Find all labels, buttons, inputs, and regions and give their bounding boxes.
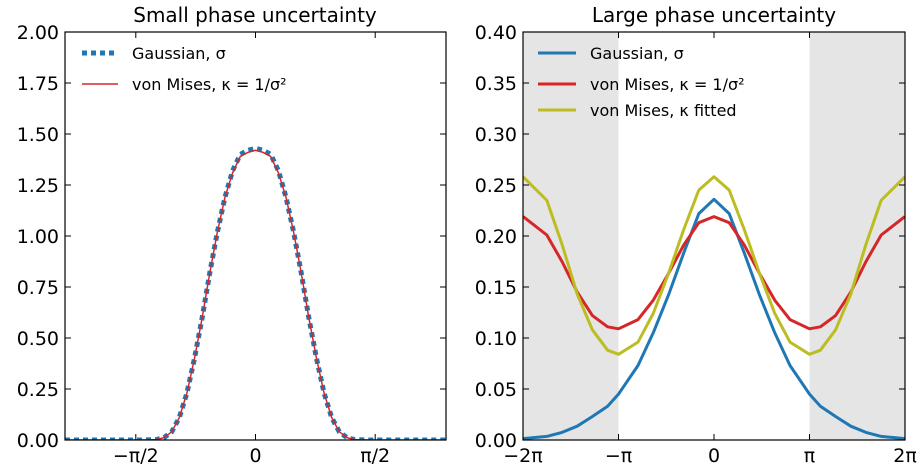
y-tick-label: 0.50 (17, 328, 59, 350)
x-tick-label: 2π (893, 445, 917, 467)
y-tick-label: 1.75 (17, 73, 59, 95)
y-tick-label: 0.25 (475, 175, 517, 197)
y-tick-label: 0.00 (17, 430, 59, 452)
series-line-0 (65, 145, 446, 440)
y-tick-label: 0.10 (475, 328, 517, 350)
series-line-1 (65, 149, 446, 440)
legend-label-vonmises-fitted: von Mises, κ fitted (590, 101, 737, 120)
left-chart-title: Small phase uncertainty (133, 3, 377, 27)
left-plot-area: 0.00 0.25 0.50 0.75 1.00 1.25 1.50 1.75 2.00 −π/2… (17, 22, 447, 467)
y-tick-label: 0.35 (475, 73, 517, 95)
left-legend: Gaussian, σ von Mises, κ = 1/σ² (82, 44, 287, 94)
legend-label-vonmises: von Mises, κ = 1/σ² (132, 75, 287, 94)
x-tick-label: −π (605, 445, 632, 467)
right-chart-title: Large phase uncertainty (592, 3, 836, 27)
y-tick-label: 0.15 (475, 277, 517, 299)
series-line-0 (523, 197, 905, 440)
y-tick-label: 0.40 (475, 22, 517, 44)
right-legend: Gaussian, σ von Mises, κ = 1/σ² von Mise… (538, 44, 745, 120)
shaded-region-0 (523, 32, 619, 440)
y-tick-label: 0.05 (475, 379, 517, 401)
y-tick-label: 0.30 (475, 124, 517, 146)
right-panel: Large phase uncertainty 0.00 0.05 0.10 0.15… (475, 3, 917, 467)
y-tick-label: 0.00 (475, 430, 517, 452)
y-tick-label: 2.00 (17, 22, 59, 44)
legend-label-gaussian: Gaussian, σ (590, 44, 684, 63)
x-tick-label: −2π (503, 445, 542, 467)
shaded-region-1 (809, 32, 905, 440)
x-tick-label: π/2 (360, 445, 390, 467)
right-plot-area: 0.00 0.05 0.10 0.15 0.20 0.25 0.30 0.35 0.40 −2π −… (475, 22, 917, 467)
y-tick-label: 1.25 (17, 175, 59, 197)
series-line-1 (523, 215, 905, 331)
x-tick-label: π (804, 445, 815, 467)
x-tick-label: −π/2 (113, 445, 159, 467)
legend-label-gaussian: Gaussian, σ (132, 44, 226, 63)
series-line-2 (523, 175, 905, 356)
y-tick-label: 0.75 (17, 277, 59, 299)
left-panel: Small phase uncertainty 0.00 0.25 0.50 0.75… (17, 3, 447, 467)
y-tick-label: 0.25 (17, 379, 59, 401)
x-tick-label: 0 (249, 445, 261, 467)
y-tick-label: 1.50 (17, 124, 59, 146)
y-tick-label: 0.20 (475, 226, 517, 248)
legend-label-vonmises: von Mises, κ = 1/σ² (590, 75, 745, 94)
x-tick-label: 0 (708, 445, 720, 467)
y-tick-label: 1.00 (17, 226, 59, 248)
